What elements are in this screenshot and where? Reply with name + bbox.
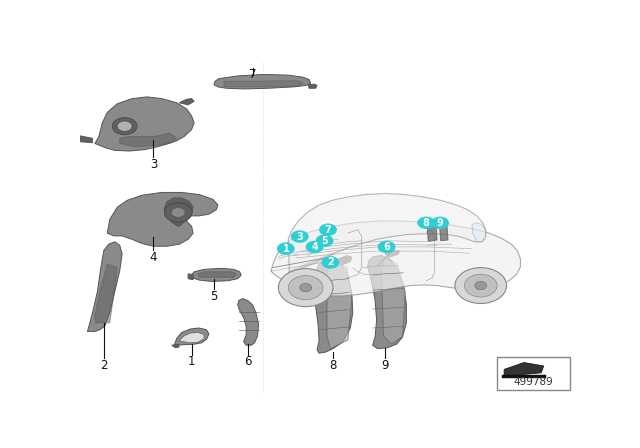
Polygon shape xyxy=(120,133,177,147)
Polygon shape xyxy=(95,264,117,323)
Polygon shape xyxy=(271,221,520,296)
Polygon shape xyxy=(504,362,544,376)
Text: 4: 4 xyxy=(150,251,157,264)
Circle shape xyxy=(112,117,137,135)
Circle shape xyxy=(378,241,396,253)
Circle shape xyxy=(300,284,312,292)
Polygon shape xyxy=(381,258,405,344)
Text: 5: 5 xyxy=(321,236,328,246)
Text: 8: 8 xyxy=(423,218,429,228)
Polygon shape xyxy=(108,193,218,246)
Polygon shape xyxy=(338,255,352,265)
Polygon shape xyxy=(191,268,241,281)
Circle shape xyxy=(417,216,435,229)
Polygon shape xyxy=(88,242,122,332)
Text: 4: 4 xyxy=(311,242,318,252)
Circle shape xyxy=(319,224,337,236)
Text: 6: 6 xyxy=(383,242,390,252)
FancyBboxPatch shape xyxy=(497,358,570,390)
Polygon shape xyxy=(440,225,448,241)
Text: 7: 7 xyxy=(249,68,257,81)
Circle shape xyxy=(277,242,295,255)
Polygon shape xyxy=(174,328,209,345)
Circle shape xyxy=(117,121,132,131)
Text: 499789: 499789 xyxy=(513,377,553,388)
Polygon shape xyxy=(179,332,204,343)
Text: 2: 2 xyxy=(100,359,108,372)
Polygon shape xyxy=(188,274,193,280)
Text: 6: 6 xyxy=(244,355,252,368)
Circle shape xyxy=(455,267,507,303)
Polygon shape xyxy=(472,223,486,242)
Text: 1: 1 xyxy=(282,244,289,254)
Circle shape xyxy=(431,216,449,229)
Text: 1: 1 xyxy=(188,355,195,368)
Text: 8: 8 xyxy=(329,359,337,372)
Circle shape xyxy=(291,230,308,243)
Polygon shape xyxy=(172,344,179,348)
Polygon shape xyxy=(237,299,259,345)
Polygon shape xyxy=(95,97,194,151)
Circle shape xyxy=(306,241,324,253)
Circle shape xyxy=(475,281,487,290)
Polygon shape xyxy=(164,198,193,226)
Polygon shape xyxy=(214,74,310,89)
Circle shape xyxy=(321,256,339,269)
Text: 3: 3 xyxy=(296,232,303,241)
Text: 5: 5 xyxy=(210,290,218,303)
Polygon shape xyxy=(428,225,437,241)
Circle shape xyxy=(316,234,333,247)
Polygon shape xyxy=(314,260,353,353)
Circle shape xyxy=(164,203,192,222)
Text: 9: 9 xyxy=(436,218,444,228)
Circle shape xyxy=(465,274,497,297)
Polygon shape xyxy=(288,253,333,273)
Circle shape xyxy=(172,207,185,217)
Text: 7: 7 xyxy=(324,225,332,235)
Circle shape xyxy=(288,276,323,300)
Polygon shape xyxy=(80,136,92,143)
Polygon shape xyxy=(179,99,194,105)
Polygon shape xyxy=(327,263,352,349)
Polygon shape xyxy=(367,255,406,349)
Polygon shape xyxy=(308,84,317,88)
Text: 9: 9 xyxy=(381,359,388,372)
Circle shape xyxy=(278,269,333,306)
Polygon shape xyxy=(224,81,303,87)
Polygon shape xyxy=(502,375,547,378)
Polygon shape xyxy=(288,194,486,273)
Text: 3: 3 xyxy=(150,158,157,171)
Polygon shape xyxy=(198,272,236,277)
Polygon shape xyxy=(385,250,400,257)
Text: 2: 2 xyxy=(327,258,334,267)
